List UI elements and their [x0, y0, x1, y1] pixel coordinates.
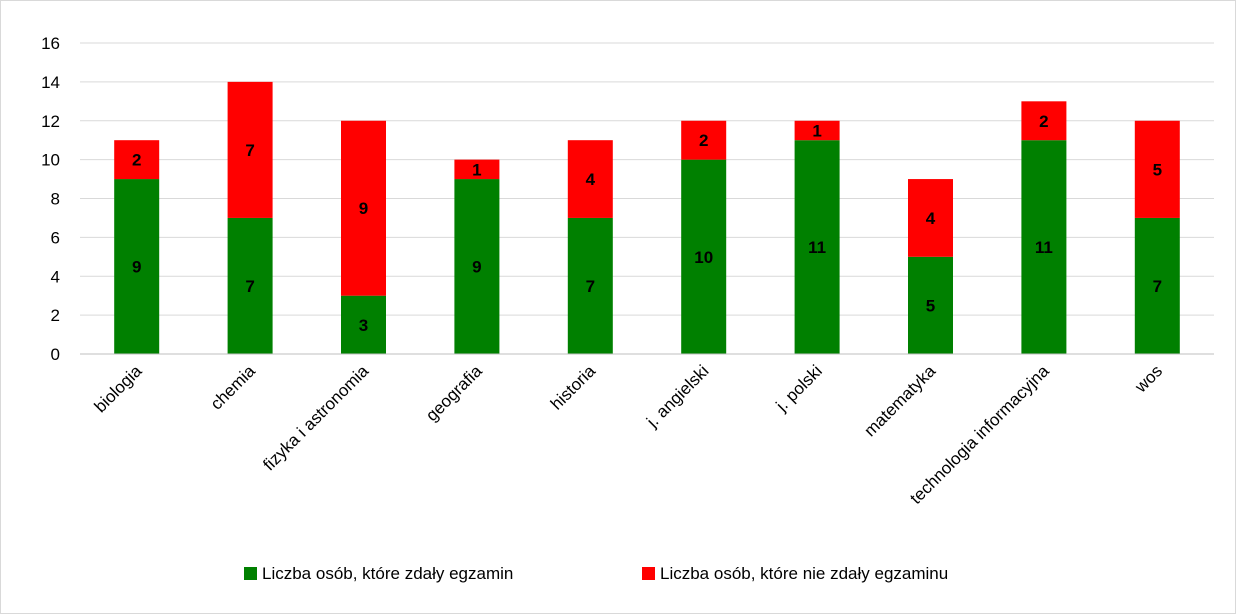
- data-label: 2: [132, 151, 141, 170]
- data-label: 11: [1035, 238, 1053, 257]
- data-label: 4: [926, 209, 936, 228]
- y-tick-label: 12: [41, 112, 60, 131]
- category-label: geografia: [422, 361, 486, 425]
- data-label: 5: [1153, 160, 1162, 179]
- data-label: 2: [699, 131, 708, 150]
- category-label: chemia: [207, 361, 260, 414]
- data-label: 7: [245, 277, 254, 296]
- legend-label: Liczba osób, które zdały egzamin: [262, 564, 513, 583]
- bar-passed: [454, 179, 500, 354]
- bar-passed: [227, 217, 273, 354]
- bar-passed: [908, 256, 953, 354]
- data-label: 9: [472, 258, 481, 277]
- data-label: 10: [694, 248, 713, 267]
- bar-passed: [567, 217, 613, 354]
- bar-failed: [908, 179, 953, 257]
- legend-swatch-failed: [642, 567, 655, 580]
- bar-failed: [341, 120, 386, 296]
- y-tick-label: 16: [41, 34, 60, 53]
- data-label: 7: [245, 141, 254, 160]
- y-tick-label: 14: [41, 73, 60, 92]
- bar-failed: [794, 120, 840, 141]
- bar-passed: [1021, 140, 1067, 354]
- data-label: 7: [586, 277, 595, 296]
- category-label: matematyka: [860, 361, 939, 440]
- y-tick-label: 10: [41, 151, 60, 170]
- x-axis: biologia chemia fizyka i astronomia geograf…: [80, 353, 1214, 508]
- category-label: j. polski: [772, 361, 826, 415]
- legend: Liczba osób, które zdały egzamin Liczba o…: [244, 564, 948, 583]
- y-tick-label: 6: [51, 228, 60, 247]
- legend-label: Liczba osób, które nie zdały egzaminu: [660, 564, 948, 583]
- data-label: 9: [359, 199, 368, 218]
- y-axis: 0 2 4 6 8 10 12 14 16: [41, 34, 60, 364]
- data-label: 5: [926, 296, 935, 315]
- y-tick-label: 4: [51, 267, 60, 286]
- data-label: 2: [1039, 112, 1048, 131]
- category-label: fizyka i astronomia: [259, 361, 372, 474]
- y-tick-label: 0: [51, 345, 60, 364]
- category-label: j. angielski: [642, 361, 712, 431]
- data-label: 3: [359, 316, 368, 335]
- bar-failed: [454, 159, 500, 180]
- data-label: 11: [808, 238, 826, 257]
- bar-failed: [1021, 101, 1067, 141]
- data-label: 9: [132, 258, 141, 277]
- bar-failed: [1134, 120, 1180, 218]
- bar-failed: [114, 140, 160, 180]
- bar-failed: [681, 120, 727, 160]
- bar-passed: [681, 159, 727, 354]
- bar-passed: [114, 179, 160, 354]
- legend-swatch-passed: [244, 567, 257, 580]
- data-label: 7: [1153, 277, 1162, 296]
- y-tick-label: 2: [51, 306, 60, 325]
- bar-passed: [794, 140, 840, 354]
- category-label: biologia: [91, 361, 146, 416]
- bar-failed: [567, 140, 613, 218]
- bar-passed: [341, 295, 386, 354]
- bar-failed: [227, 81, 273, 218]
- data-label: 1: [812, 121, 821, 140]
- y-tick-label: 8: [51, 190, 60, 209]
- category-label: historia: [547, 361, 600, 414]
- category-label: wos: [1131, 361, 1167, 397]
- data-label: 1: [472, 160, 481, 179]
- bar-passed: [1134, 217, 1180, 354]
- data-label: 4: [586, 170, 596, 189]
